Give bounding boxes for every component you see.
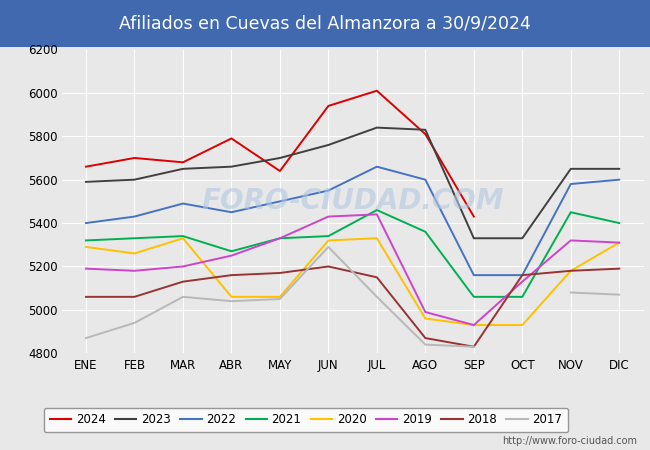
Legend: 2024, 2023, 2022, 2021, 2020, 2019, 2018, 2017: 2024, 2023, 2022, 2021, 2020, 2019, 2018… bbox=[44, 408, 568, 432]
Text: http://www.foro-ciudad.com: http://www.foro-ciudad.com bbox=[502, 436, 637, 446]
Text: Afiliados en Cuevas del Almanzora a 30/9/2024: Afiliados en Cuevas del Almanzora a 30/9… bbox=[119, 14, 531, 33]
Text: FORO-CIUDAD.COM: FORO-CIUDAD.COM bbox=[202, 187, 504, 216]
